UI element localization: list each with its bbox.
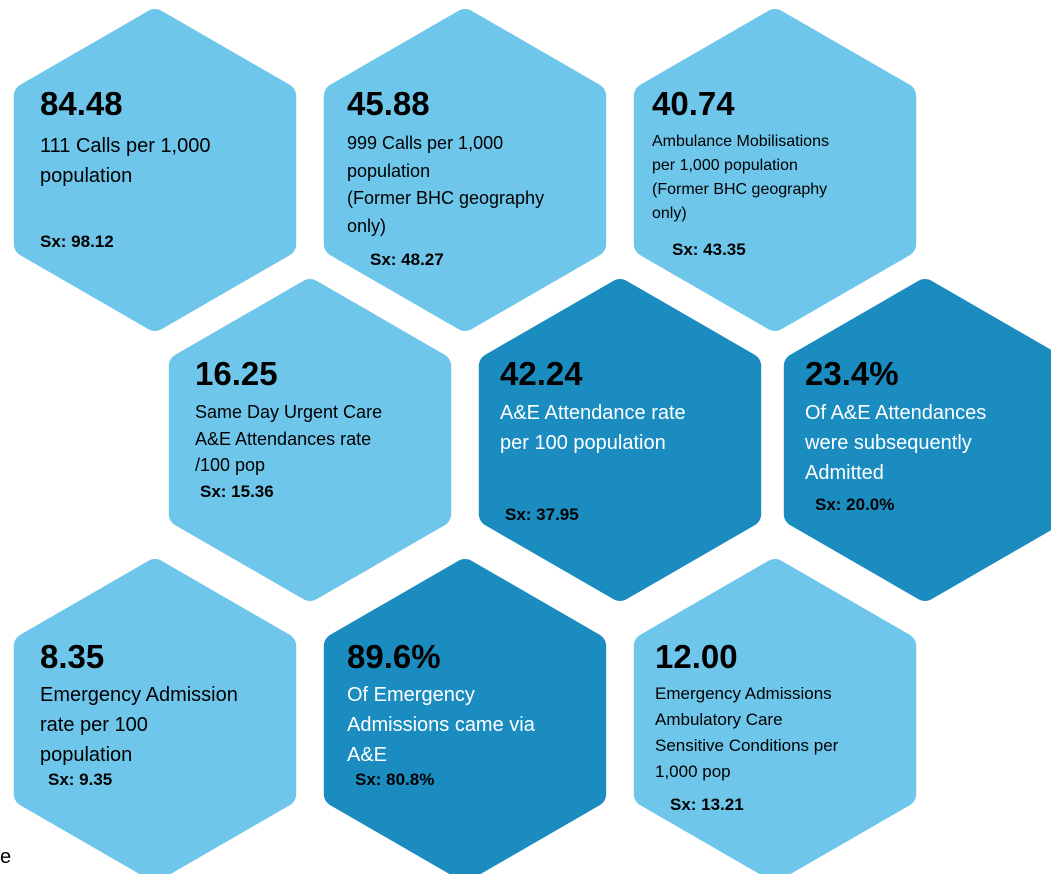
hexagon [13, 559, 297, 874]
tile-label: Emergency Admission [40, 684, 238, 706]
stray-text: e [0, 846, 12, 868]
tile-label: only) [347, 215, 387, 236]
tile-comparison: Sx: 15.36 [200, 482, 274, 501]
hexagon [323, 9, 607, 331]
hexagon [168, 279, 452, 601]
hexagon [633, 559, 917, 874]
tile-label: A&E Attendance rate [500, 402, 686, 424]
tile-comparison: Sx: 9.35 [48, 770, 113, 789]
hexagon [323, 559, 607, 874]
tile-value: 89.6% [347, 638, 441, 675]
tile-label: Ambulatory Care [655, 710, 783, 729]
tile-label: (Former BHC geography [652, 181, 828, 198]
tile-label: Sensitive Conditions per [655, 736, 839, 755]
tile-comparison: Sx: 48.27 [370, 250, 444, 269]
tile-label: 111 Calls per 1,000 [40, 135, 211, 157]
tile-value: 23.4% [805, 355, 899, 392]
tile-value: 40.74 [652, 85, 735, 122]
hexagon [13, 9, 297, 331]
tile-label: /100 pop [195, 455, 266, 475]
tile-value: 45.88 [347, 85, 430, 122]
tile-label: 999 Calls per 1,000 [347, 133, 504, 153]
tile-label: per 1,000 population [652, 157, 798, 174]
tile-label: Of A&E Attendances [805, 402, 987, 424]
tile-value: 42.24 [500, 355, 583, 392]
tile-value: 12.00 [655, 638, 738, 675]
tile-label: Admissions came via [347, 714, 535, 736]
tile-value: 8.35 [40, 638, 105, 675]
tile-value: 84.48 [40, 85, 123, 122]
tile-label: A&E [347, 744, 388, 766]
tile-label: Of Emergency [347, 684, 475, 706]
tile-label: were subsequently [805, 432, 972, 454]
tile-label: Ambulance Mobilisations [652, 133, 829, 150]
tile-comparison: Sx: 80.8% [355, 770, 435, 789]
tile-comparison: Sx: 98.12 [40, 232, 114, 251]
tile-comparison: Sx: 43.35 [672, 240, 746, 259]
tile-comparison: Sx: 13.21 [670, 795, 744, 814]
tile-comparison: Sx: 20.0% [815, 495, 895, 514]
tile-label: A&E Attendances rate [195, 428, 372, 449]
tile-label: Emergency Admissions [655, 684, 832, 703]
tile-label: population [40, 165, 133, 187]
hexagon [478, 279, 762, 601]
tile-label: only) [652, 205, 687, 222]
tile-label: Same Day Urgent Care [195, 402, 383, 422]
tile-label: population [347, 160, 431, 181]
tile-value: 16.25 [195, 355, 278, 392]
hexagon [783, 279, 1051, 601]
tile-label: (Former BHC geography [347, 188, 545, 208]
hexagon [633, 9, 917, 331]
tile-label: Admitted [805, 462, 884, 484]
tile-label: rate per 100 [40, 714, 148, 736]
tile-comparison: Sx: 37.95 [505, 505, 579, 524]
tile-label: per 100 population [500, 432, 666, 454]
tile-label: population [40, 744, 133, 766]
tile-label: 1,000 pop [655, 762, 731, 781]
